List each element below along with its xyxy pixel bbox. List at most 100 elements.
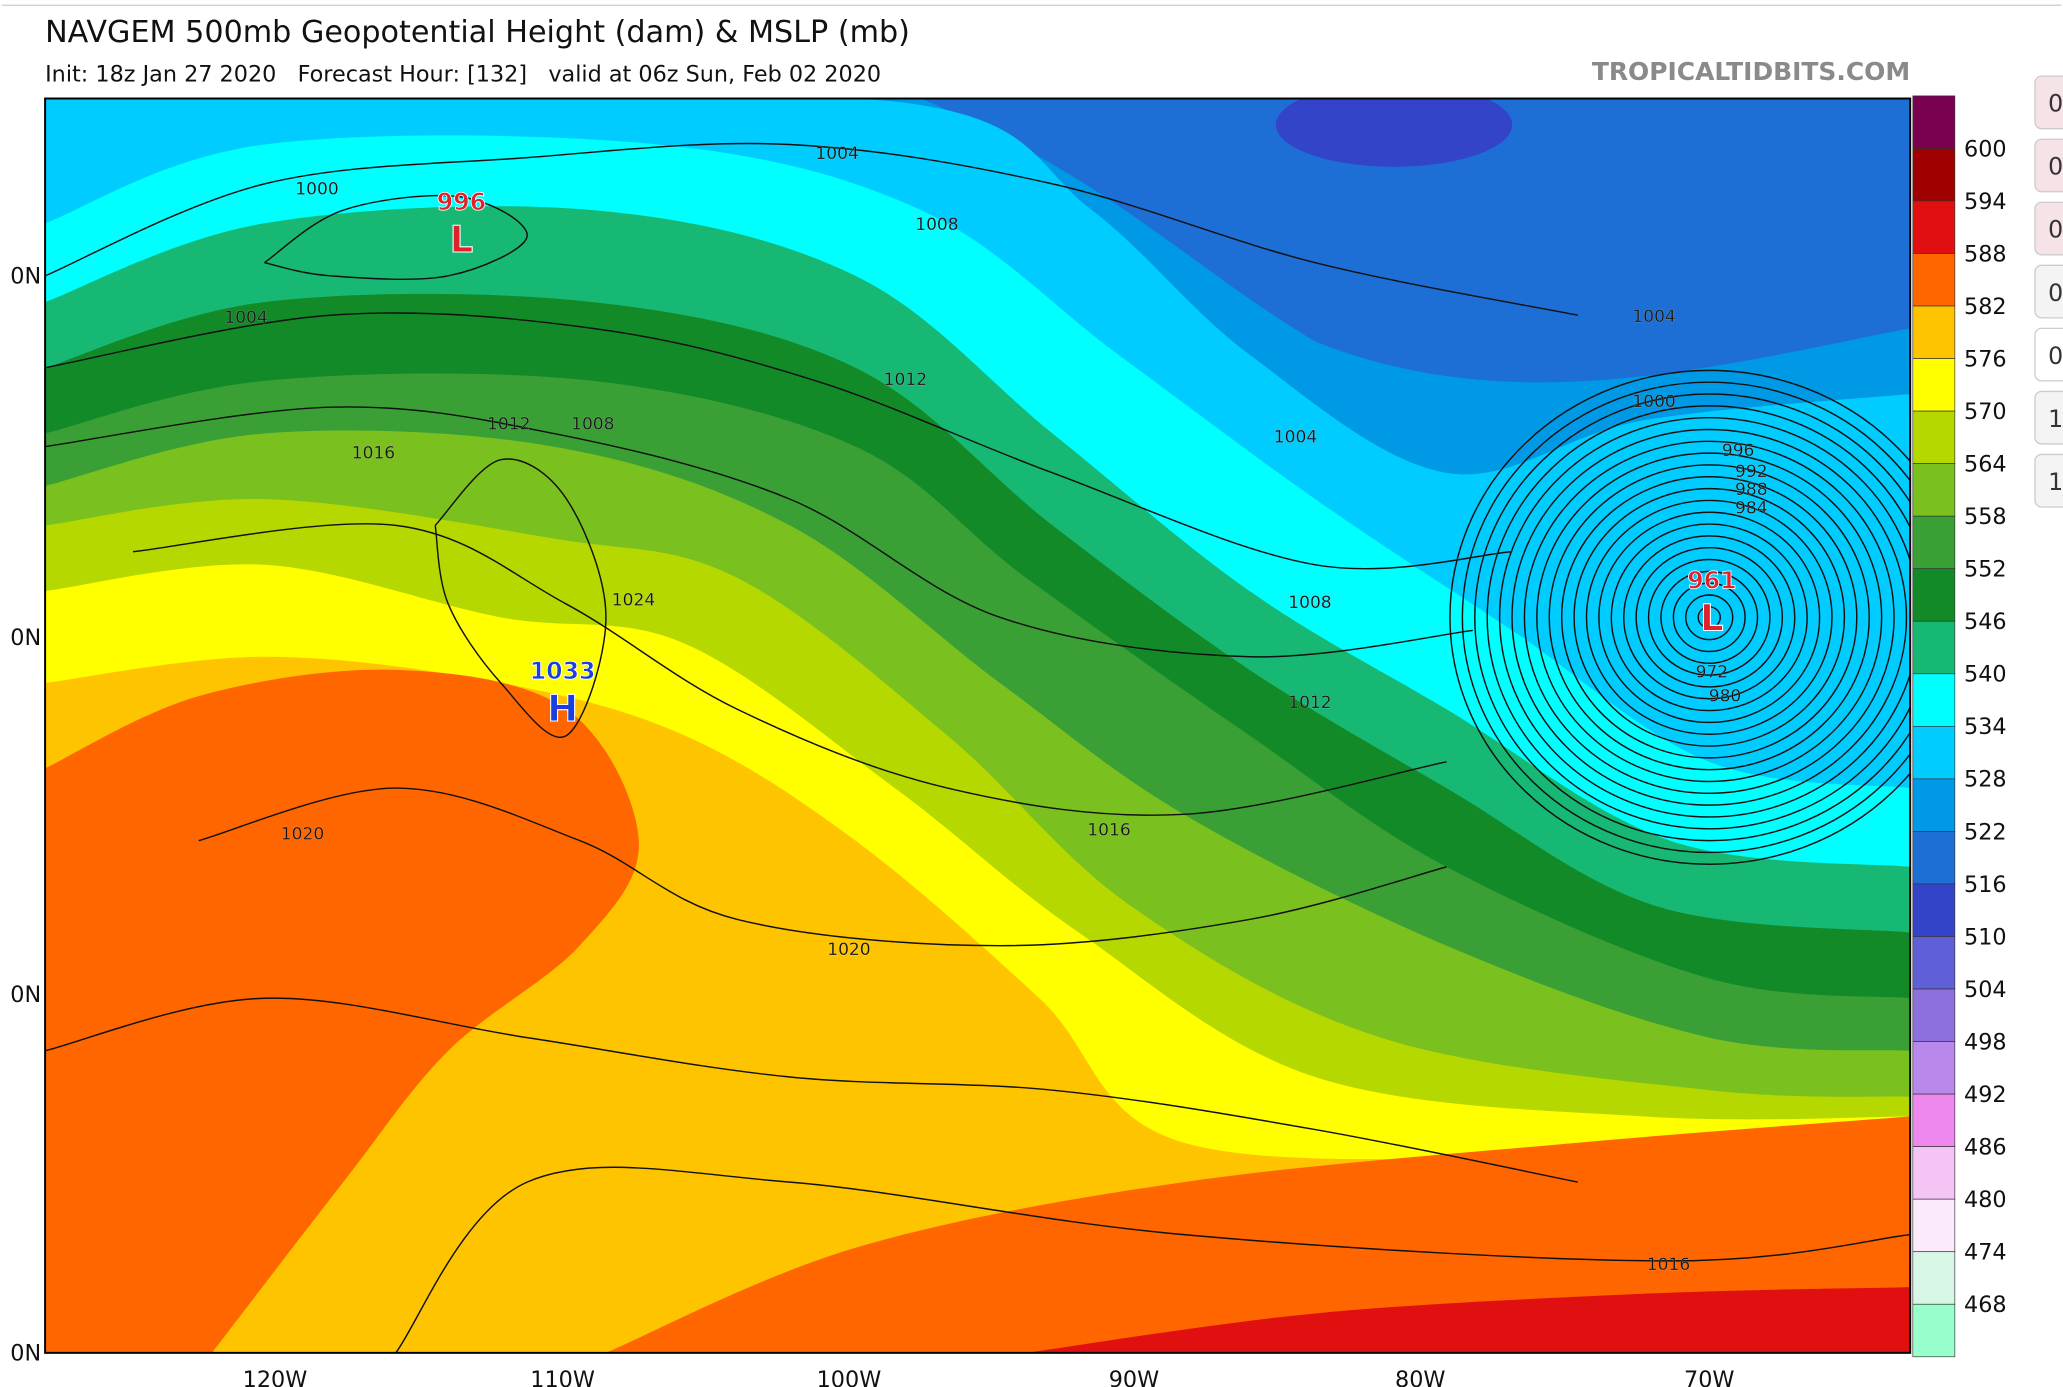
colorbar-label: 558 (1964, 504, 2007, 530)
colorbar-swatch (1912, 568, 1956, 622)
colorbar-swatch (1912, 410, 1956, 464)
isobar-label: 1004 (224, 308, 267, 328)
colorbar-label: 552 (1964, 557, 2007, 583)
colorbar-label: 474 (1964, 1240, 2007, 1266)
isobar-label: 1008 (915, 215, 958, 235)
colorbar-swatch (1912, 305, 1956, 359)
colorbar-label: 576 (1964, 346, 2007, 372)
side-button-box (2034, 138, 2063, 193)
side-button[interactable]: 0 (2034, 327, 2063, 382)
isobar-label: 1000 (295, 179, 338, 199)
watermark: TROPICALTIDBITS.COM (1592, 57, 1910, 86)
subtitle: Init: 18z Jan 27 2020 Forecast Hour: [13… (45, 61, 881, 87)
colorbar-label: 594 (1964, 189, 2007, 215)
isobar (1523, 440, 1895, 795)
band (45, 669, 639, 1353)
side-button-label: 0 (2048, 342, 2063, 370)
isobar (1548, 464, 1870, 771)
isobar-label: 1024 (612, 590, 655, 610)
colorbar-label: 498 (1964, 1029, 2007, 1055)
colorbar-swatch (1912, 95, 1956, 149)
colorbar-swatch (1912, 1303, 1956, 1358)
center-value: 996 (437, 188, 486, 216)
isobar (198, 787, 1447, 947)
side-button[interactable]: 1 (2034, 453, 2063, 508)
isobar-label: 1000 (1632, 392, 1675, 412)
colorbar-swatch (1912, 1093, 1956, 1147)
side-button-box (2034, 75, 2063, 130)
colorbar-label: 522 (1964, 819, 2007, 845)
lon-label: 80W (1395, 1367, 1445, 1387)
isobar-label: 980 (1709, 686, 1742, 706)
colorbar-label: 588 (1964, 241, 2007, 267)
isobar-label: 1004 (1274, 428, 1317, 448)
side-button-box (2034, 264, 2063, 319)
isobar-label: 1004 (1632, 307, 1675, 327)
colorbar-swatch (1912, 883, 1956, 937)
isobar-label: 1012 (884, 370, 927, 390)
side-button[interactable]: 1 (2034, 390, 2063, 445)
isobar (1511, 428, 1908, 806)
lon-label: 110W (530, 1367, 595, 1387)
isobar-label: 1012 (1288, 693, 1331, 713)
isobar (45, 142, 1579, 316)
colorbar: 600 594 588 582 576 570 564 558 552 546 540 534 528 5… (1912, 95, 2007, 1358)
side-button-label: 1 (2048, 468, 2063, 496)
lon-label: 90W (1109, 1367, 1159, 1387)
colorbar-label: 570 (1964, 399, 2007, 425)
lon-label: 70W (1684, 1367, 1734, 1387)
lat-label: 0N (10, 982, 41, 1008)
isobar (1697, 606, 1721, 629)
height-fill (45, 98, 1911, 1353)
isobar-label: 992 (1735, 462, 1768, 482)
side-button-label: 0 (2048, 216, 2063, 244)
band (1026, 1287, 1911, 1353)
colorbar-swatch (1912, 1146, 1956, 1200)
side-button[interactable]: 0 (2034, 201, 2063, 256)
center-value: 1033 (530, 657, 596, 685)
colorbar-label: 516 (1964, 872, 2007, 898)
colorbar-swatch (1912, 253, 1956, 307)
isobar-label: 1012 (487, 414, 530, 434)
isobar (45, 312, 1513, 570)
colorbar-swatch (1912, 988, 1956, 1042)
colorbar-swatch (1912, 1251, 1956, 1305)
colorbar-swatch (1912, 1198, 1956, 1253)
colorbar-swatch (1912, 936, 1956, 990)
isobar (395, 1166, 1911, 1353)
colorbar-label: 480 (1964, 1187, 2007, 1213)
title: NAVGEM 500mb Geopotential Height (dam) &… (45, 15, 910, 50)
side-button-box (2034, 390, 2063, 445)
isobar (45, 997, 1579, 1183)
isobar (1660, 570, 1759, 665)
isobar-label: 1020 (827, 940, 870, 960)
colorbar-swatch (1912, 200, 1956, 254)
colorbar-label: 492 (1964, 1082, 2007, 1108)
colorbar-swatch (1912, 831, 1956, 885)
colorbar-label: 582 (1964, 294, 2007, 320)
isobar (1685, 594, 1734, 641)
isobar (434, 458, 607, 738)
lat-label: 0N (10, 264, 41, 290)
isobar-label: 984 (1735, 499, 1768, 519)
colorbar-label: 510 (1964, 924, 2007, 950)
colorbar-label: 468 (1964, 1292, 2007, 1318)
side-button[interactable]: 0 (2034, 138, 2063, 193)
colorbar-swatch (1912, 515, 1956, 570)
side-button-box (2034, 327, 2063, 382)
isobar (45, 406, 1473, 658)
side-button-label: 0 (2048, 153, 2063, 181)
isobar (264, 194, 528, 281)
side-button[interactable]: 0 (2034, 75, 2063, 130)
colorbar-label: 564 (1964, 452, 2007, 478)
isobar-label: 996 (1722, 441, 1755, 461)
colorbar-label: 534 (1964, 714, 2007, 740)
colorbar-swatch (1912, 148, 1956, 202)
isobar (1486, 405, 1911, 830)
side-button[interactable]: 0 (2034, 264, 2063, 319)
colorbar-label: 486 (1964, 1135, 2007, 1161)
side-panel: 0 0 0 0 0 1 1 (2034, 75, 2063, 508)
lat-label: 0N (10, 625, 41, 651)
